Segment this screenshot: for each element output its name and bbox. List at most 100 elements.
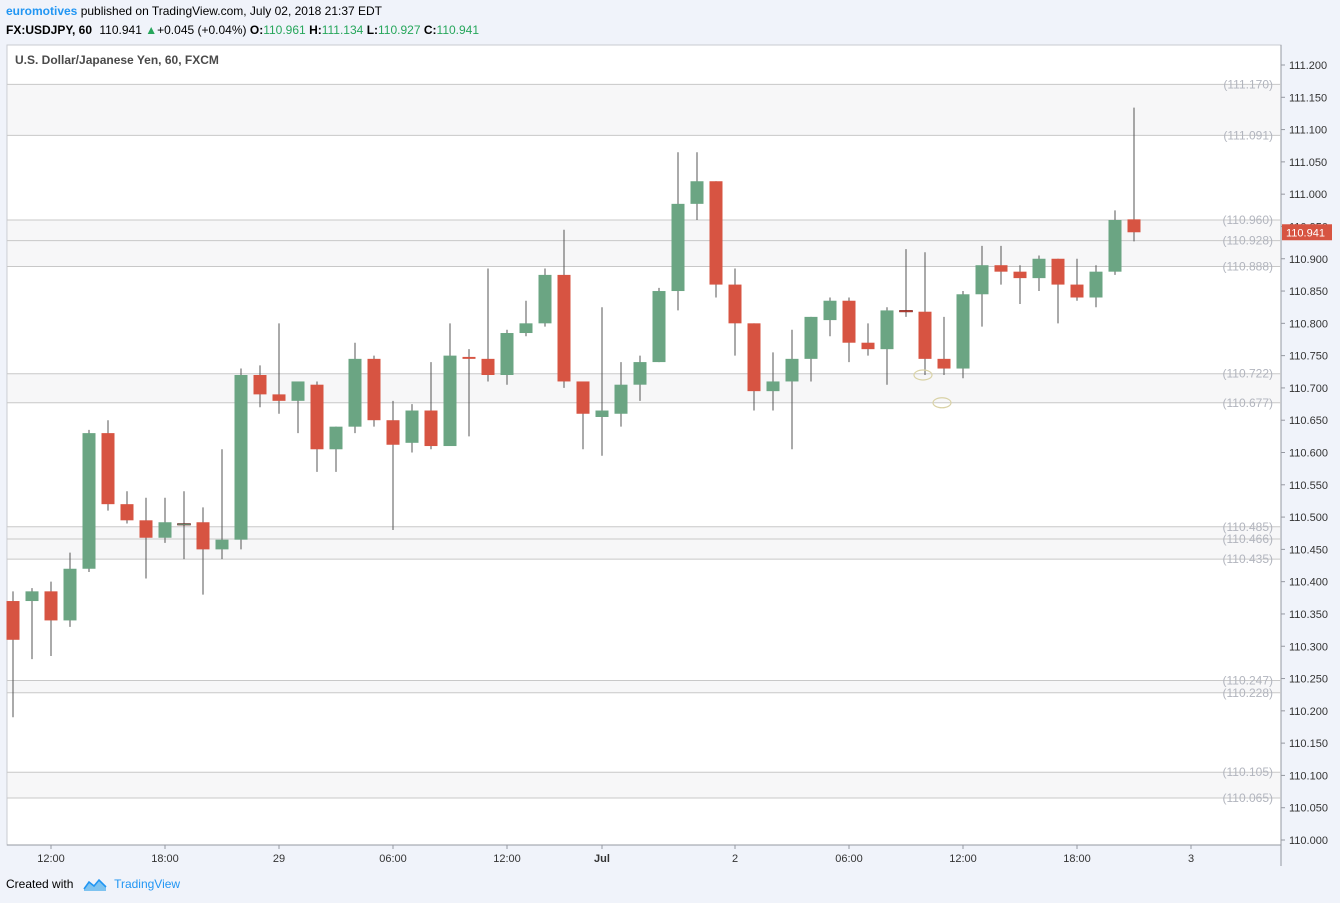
candle-body [975, 265, 989, 295]
y-tick-label: 110.500 [1289, 512, 1328, 524]
candle-body [538, 274, 552, 324]
level-marker [913, 369, 933, 381]
level-band [8, 240, 1280, 267]
candle-body [804, 316, 818, 359]
last-price-tag-label: 110.941 [1286, 227, 1325, 239]
x-tick-label: 18:00 [1063, 853, 1091, 865]
change-value: +0.045 (+0.04%) [157, 23, 247, 37]
chart-title: U.S. Dollar/Japanese Yen, 60, FXCM [15, 53, 219, 67]
footer: Created with TradingView [6, 877, 180, 892]
candle-body [101, 433, 115, 505]
candle-body [652, 291, 666, 363]
candle-body [82, 433, 96, 569]
x-tick-label: Jul [594, 853, 610, 865]
open-value: 110.961 [263, 23, 306, 37]
y-tick-label: 110.700 [1289, 383, 1328, 395]
candle-body [158, 522, 172, 538]
y-tick-label: 110.600 [1289, 448, 1328, 460]
candle-body [690, 181, 704, 204]
candle-body [1127, 219, 1141, 233]
candle-body [956, 294, 970, 369]
close-label: C: [423, 23, 437, 37]
candle-body [747, 323, 761, 392]
candle-body [63, 568, 77, 621]
candle-body [633, 362, 647, 385]
level-label: (111.091) [1223, 128, 1273, 142]
candle-body [443, 355, 457, 447]
candle-body [367, 358, 381, 421]
candle-body [557, 274, 571, 382]
candle-body [1108, 220, 1122, 272]
high-value: 111.134 [321, 23, 364, 37]
candle-body [823, 300, 837, 321]
y-tick-label: 110.450 [1289, 544, 1328, 556]
candle-body [880, 310, 894, 350]
candle-body [728, 284, 742, 324]
x-tick-label: 29 [273, 853, 285, 865]
candle-body [386, 420, 400, 445]
level-label: (110.928) [1223, 234, 1273, 248]
candle-body [937, 358, 951, 369]
candle-body [177, 523, 191, 526]
candle-body [348, 358, 362, 427]
y-tick-label: 110.050 [1289, 803, 1328, 815]
level-label: (110.485) [1223, 520, 1273, 534]
level-label: (110.466) [1223, 532, 1273, 546]
low-label: L: [366, 23, 379, 37]
level-label: (110.960) [1223, 213, 1273, 227]
level-band [8, 680, 1280, 693]
author-link[interactable]: euromotives [6, 4, 78, 18]
y-tick-label: 110.200 [1289, 706, 1328, 718]
y-tick-label: 110.650 [1289, 415, 1328, 427]
y-tick-label: 110.550 [1289, 480, 1328, 492]
created-with-text: Created with [6, 877, 74, 891]
y-tick-label: 110.900 [1289, 254, 1328, 266]
y-tick-label: 110.000 [1289, 835, 1328, 847]
y-tick-label: 110.150 [1289, 738, 1328, 750]
x-tick-label: 06:00 [379, 853, 407, 865]
candle-body [1089, 271, 1103, 298]
candle-body [25, 591, 39, 602]
tradingview-brand[interactable]: TradingView [114, 877, 181, 891]
x-tick-label: 12:00 [949, 853, 977, 865]
candle-body [899, 310, 913, 313]
tradingview-logo-icon [83, 878, 107, 892]
plot-background [6, 44, 1282, 846]
candle-body [120, 504, 134, 521]
x-tick-label: 2 [732, 853, 738, 865]
candle-body [291, 381, 305, 401]
y-tick-label: 111.100 [1289, 125, 1327, 137]
level-label: (110.722) [1223, 367, 1273, 381]
candle-body [424, 410, 438, 447]
chart-area[interactable]: (111.170) (111.091) (110.960) (110.928) (110… [6, 44, 1334, 866]
level-label: (111.170) [1223, 77, 1273, 91]
level-label: (110.435) [1223, 552, 1273, 566]
candle-body [576, 381, 590, 414]
open-label: O: [249, 23, 264, 37]
level-band [8, 539, 1280, 560]
candle-body [709, 181, 723, 285]
candle-body [481, 358, 495, 375]
candlestick-chart[interactable]: (111.170) (111.091) (110.960) (110.928) (110… [6, 44, 1334, 866]
candle-body [1051, 258, 1065, 285]
x-tick-label: 12:00 [37, 853, 65, 865]
high-label: H: [309, 23, 322, 37]
candle-body [1013, 271, 1027, 279]
candle-body [614, 384, 628, 414]
candle-body [462, 356, 476, 359]
candle-body [595, 410, 609, 417]
y-tick-label: 110.750 [1289, 351, 1328, 363]
ohlc-line: FX:USDJPY, 60 110.941 ▲+0.045 (+0.04%) O… [6, 23, 479, 37]
level-label: (110.888) [1223, 260, 1273, 274]
x-tick-label: 12:00 [493, 853, 521, 865]
candle-body [196, 522, 210, 550]
level-label: (110.228) [1223, 686, 1273, 700]
candle-body [918, 311, 932, 359]
level-label: (110.247) [1223, 673, 1273, 687]
x-tick-label: 18:00 [151, 853, 179, 865]
y-tick-label: 110.400 [1289, 577, 1328, 589]
y-tick-label: 110.800 [1289, 318, 1328, 330]
symbol-label: FX:USDJPY, 60 [6, 23, 93, 37]
level-label: (110.677) [1223, 396, 1273, 410]
published-text: published on TradingView.com, July 02, 2… [80, 4, 383, 18]
